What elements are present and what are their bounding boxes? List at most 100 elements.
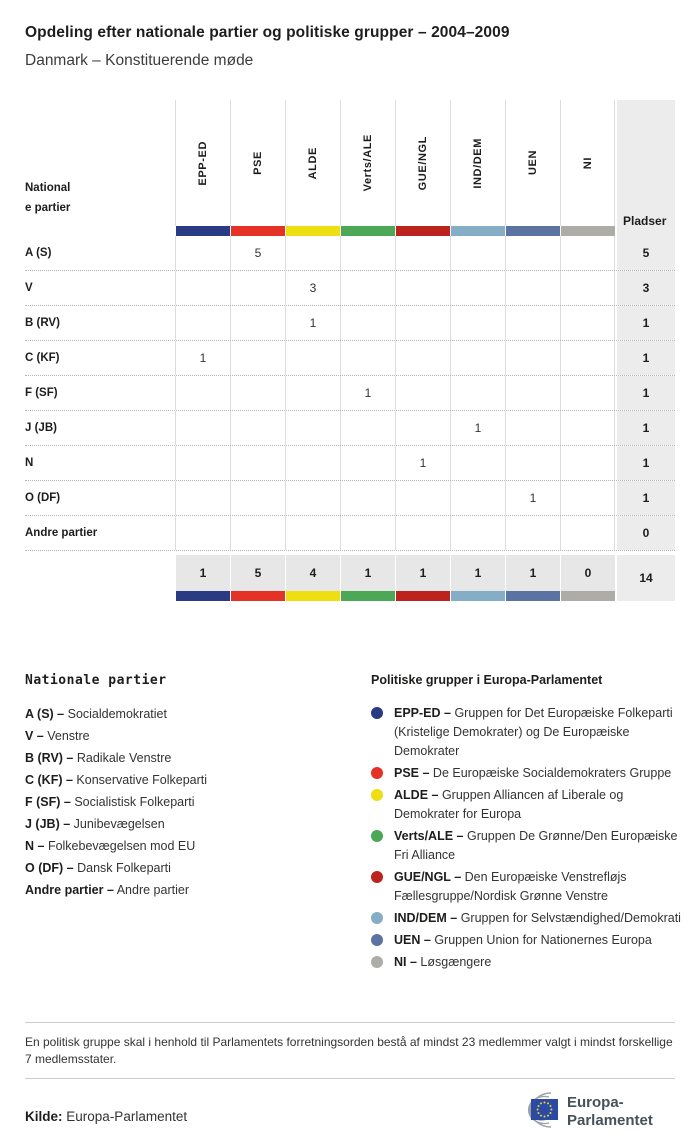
table-totals-row: 1 5 4 1 1 1 1 0 14 (25, 555, 675, 601)
cell-value (340, 306, 395, 340)
legend-key: ALDE – (394, 788, 439, 802)
group-color-bar (560, 591, 615, 601)
cell-value (560, 376, 615, 410)
cell-value (505, 376, 560, 410)
table-row: O (DF) 1 1 (25, 481, 675, 516)
cell-value (395, 306, 450, 340)
cell-value (230, 306, 285, 340)
cell-value (505, 236, 560, 270)
legend-name: Andre partier (116, 883, 189, 897)
cell-value: 1 (285, 306, 340, 340)
total-cell: 1 (505, 555, 560, 591)
cell-value (395, 376, 450, 410)
logo-text-line2: Parlamentet (567, 1112, 653, 1129)
group-color-bar (285, 226, 340, 236)
national-parties-legend-title: Nationale partier (25, 673, 167, 688)
page-subtitle: Danmark – Konstituerende møde (25, 52, 254, 69)
cell-value (230, 271, 285, 305)
legend-name: Gruppen De Grønne/Den Europæiske Fri All… (394, 829, 678, 862)
cell-value (285, 411, 340, 445)
cell-value: 1 (340, 376, 395, 410)
group-color-bar (505, 591, 560, 601)
legend-item: UEN – Gruppen Union for Nationernes Euro… (371, 931, 686, 950)
group-color-bar (175, 591, 230, 601)
legend-item: V – Venstre (25, 725, 371, 747)
legend-name: Junibevægelsen (73, 817, 165, 831)
cell-value (505, 341, 560, 375)
cell-value (340, 341, 395, 375)
table-row: B (RV) 1 1 (25, 306, 675, 341)
legend-key: A (S) – (25, 707, 65, 721)
legend-text: PSE – De Europæiske Socialdemokraters Gr… (394, 764, 686, 783)
legend-key: O (DF) – (25, 861, 74, 875)
legend-name: Løsgængere (420, 955, 492, 969)
cell-value (450, 481, 505, 515)
cell-value (450, 341, 505, 375)
group-column-header: EPP-ED (175, 100, 230, 226)
legend-color-dot (371, 707, 383, 719)
legend-name: Venstre (47, 729, 90, 743)
legend-item: B (RV) – Radikale Venstre (25, 747, 371, 769)
cell-value (450, 516, 505, 550)
table-header: National e partier EPP-ED PSE ALDE Verts… (25, 100, 675, 236)
cell-value (230, 376, 285, 410)
legend-name: Gruppen for Selvstændighed/Demokrati (460, 911, 681, 925)
group-column-header: PSE (230, 100, 285, 226)
cell-value (285, 481, 340, 515)
group-column-header: ALDE (285, 100, 340, 226)
cell-value (175, 446, 230, 480)
legend-key: EPP-ED – (394, 706, 451, 720)
group-column-label: UEN (527, 150, 539, 176)
source-row: Kilde: Europa-Parlamentet Europa- Pa (25, 1078, 675, 1140)
legend-name: De Europæiske Socialdemokraters Gruppe (432, 766, 672, 780)
cell-value (285, 341, 340, 375)
cell-value (395, 271, 450, 305)
group-color-bar (340, 226, 395, 236)
cell-value: 1 (395, 446, 450, 480)
legend-text: ALDE – Gruppen Alliancen af Liberale og … (394, 786, 686, 824)
cell-value (450, 376, 505, 410)
cell-value (285, 516, 340, 550)
table-row: C (KF) 1 1 (25, 341, 675, 376)
legend-name: Folkebevægelsen mod EU (47, 839, 196, 853)
group-color-bar (450, 226, 505, 236)
cell-value (285, 236, 340, 270)
spacer (25, 555, 175, 591)
grand-total-cell: 14 (615, 555, 675, 601)
legend-name: Konservative Folkeparti (76, 773, 208, 787)
legend-item: Verts/ALE – Gruppen De Grønne/Den Europæ… (371, 827, 686, 865)
flag-stars (536, 1101, 553, 1117)
cell-value: 1 (450, 411, 505, 445)
legend-key: UEN – (394, 933, 431, 947)
total-cell: 1 (175, 555, 230, 591)
legend-key: GUE/NGL – (394, 870, 462, 884)
cell-value (230, 446, 285, 480)
cell-value (560, 446, 615, 480)
legend-item: GUE/NGL – Den Europæiske Venstrefløjs Fæ… (371, 868, 686, 906)
party-row-label: B (RV) (25, 317, 60, 329)
legend-text: EPP-ED – Gruppen for Det Europæiske Folk… (394, 704, 686, 761)
source-value: Europa-Parlamentet (66, 1109, 188, 1124)
legend-key: NI – (394, 955, 417, 969)
group-column-header: NI (560, 100, 615, 226)
legend-name: Dansk Folkeparti (77, 861, 171, 875)
seats-cell: 1 (615, 446, 675, 480)
group-column-label: Verts/ALE (362, 134, 374, 192)
total-cell: 5 (230, 555, 285, 591)
cell-value (285, 376, 340, 410)
cell-value (340, 411, 395, 445)
cell-value: 1 (175, 341, 230, 375)
legend-key: V – (25, 729, 44, 743)
legend-color-dot (371, 912, 383, 924)
cell-value (450, 306, 505, 340)
legend-color-dot (371, 789, 383, 801)
row-header-label: National e partier (25, 181, 71, 214)
legend-item: Andre partier – Andre partier (25, 879, 371, 901)
group-column-label: EPP-ED (197, 140, 209, 186)
table-row: J (JB) 1 1 (25, 411, 675, 446)
legend-name: Gruppen Alliancen af Liberale og Demokra… (394, 788, 624, 821)
cell-value (450, 446, 505, 480)
legend-text: Verts/ALE – Gruppen De Grønne/Den Europæ… (394, 827, 686, 865)
legend-text: IND/DEM – Gruppen for Selvstændighed/Dem… (394, 909, 686, 928)
cell-value (230, 481, 285, 515)
